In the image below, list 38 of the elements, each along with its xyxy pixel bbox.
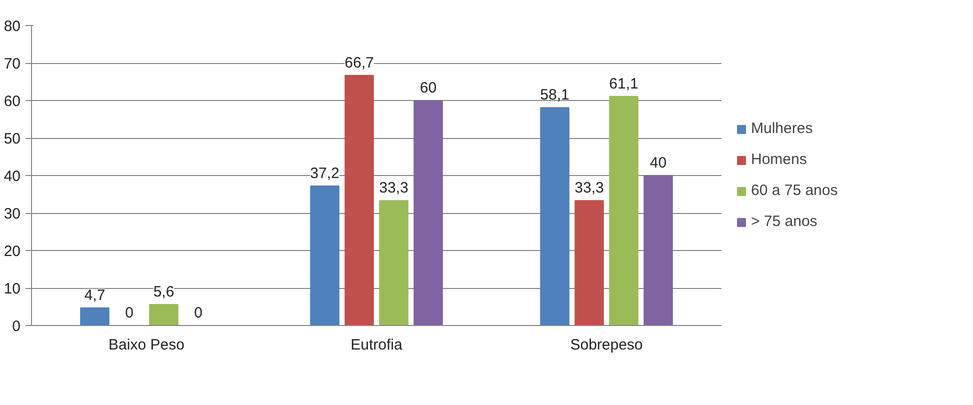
bar: [80, 307, 110, 326]
data-label: 33,3: [574, 180, 604, 197]
legend-label: Mulheres: [751, 120, 813, 137]
legend-label: > 75 anos: [751, 213, 818, 230]
data-label: 33,3: [379, 180, 408, 197]
bar: [149, 304, 178, 326]
data-label: 0: [125, 304, 134, 322]
y-tick-label: 70: [4, 56, 21, 72]
y-tick-label: 20: [4, 243, 21, 260]
data-label: 61,1: [609, 75, 638, 92]
data-label: 37,2: [310, 165, 340, 182]
x-tick-label: Eutrofia: [350, 336, 404, 354]
bar: [609, 96, 638, 326]
bar: [344, 74, 374, 326]
y-tick-label: 80: [4, 18, 21, 35]
data-label: 58,1: [540, 86, 570, 104]
bar: [644, 175, 673, 326]
bar: [574, 200, 604, 326]
y-tick-label: 0: [12, 318, 20, 335]
y-tick-label: 40: [4, 168, 21, 185]
bar: [379, 200, 408, 326]
data-label: 0: [194, 304, 202, 322]
y-tick-label: 60: [4, 93, 21, 110]
legend-label: Homens: [751, 151, 807, 168]
x-tick-label: Sobrepeso: [570, 336, 643, 354]
data-label: 66,7: [344, 54, 374, 72]
bar: [310, 186, 340, 326]
bar: [414, 100, 443, 326]
data-label: 40: [650, 154, 667, 172]
x-tick-label: Baixo Peso: [108, 336, 184, 354]
data-label: 60: [420, 80, 437, 96]
y-tick-label: 10: [4, 280, 21, 298]
data-label: 5,6: [153, 284, 174, 300]
bar: [540, 107, 570, 326]
y-tick-label: 50: [4, 130, 21, 148]
data-label: 4,7: [84, 286, 106, 304]
y-tick-label: 30: [4, 206, 21, 222]
legend-label: 60 a 75 anos: [751, 182, 838, 199]
